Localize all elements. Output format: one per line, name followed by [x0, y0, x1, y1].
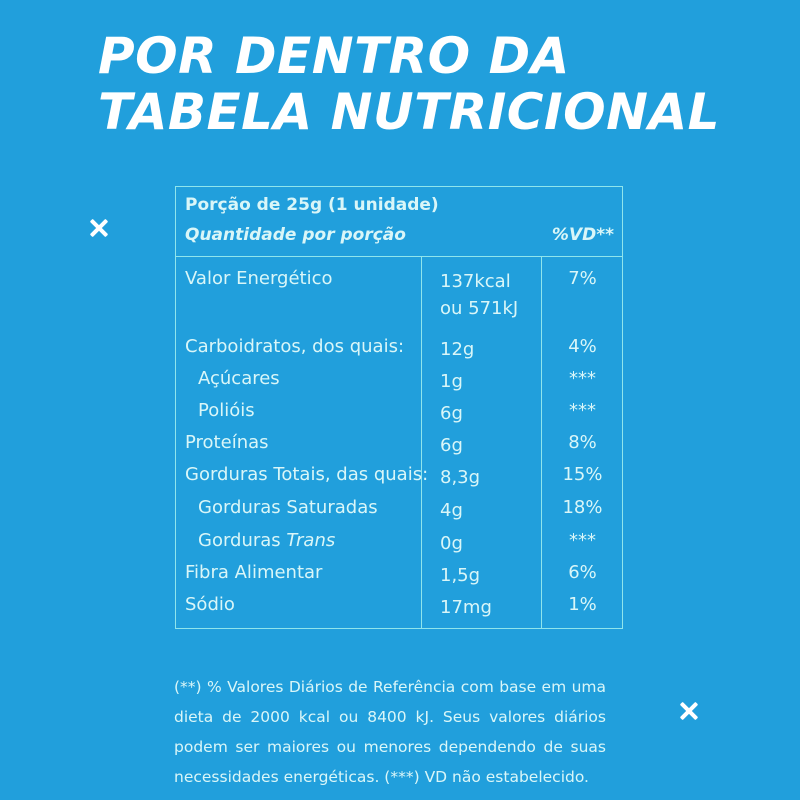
nutrient-name: Sódio — [185, 594, 235, 615]
cross-icon — [88, 217, 110, 239]
nutrient-amount: 1g — [440, 371, 463, 392]
nutrient-amount: 6g — [440, 435, 463, 456]
nutrient-amount: 17mg — [440, 597, 492, 618]
nutrient-vd: 7% — [568, 268, 597, 289]
nutrient-name-italic: Trans — [286, 530, 336, 551]
nutrient-name: Proteínas — [185, 432, 269, 453]
nutrient-vd: *** — [569, 368, 596, 389]
nutrient-amount: 8,3g — [440, 467, 481, 488]
nutrient-amount: 4g — [440, 500, 463, 521]
nutrition-table: Porção de 25g (1 unidade) Quantidade por… — [175, 186, 623, 629]
vd-header: %VD** — [551, 225, 614, 245]
nutrient-amount: ou 571kJ — [440, 298, 519, 319]
nutrient-name: Valor Energético — [185, 268, 333, 289]
nutrient-vd: *** — [569, 400, 596, 421]
title-line-1: POR DENTRO DA — [98, 27, 570, 85]
nutrient-amount: 1,5g — [440, 565, 481, 586]
footnote: (**) % Valores Diários de Referência com… — [174, 677, 606, 786]
nutrient-name-prefix: Gorduras — [198, 530, 281, 551]
column-divider — [421, 257, 422, 628]
nutrient-name: Gorduras Trans — [198, 530, 335, 551]
nutrient-vd: 18% — [562, 497, 603, 518]
nutrient-name: Polióis — [198, 400, 255, 421]
column-divider — [541, 257, 542, 628]
nutrient-amount: 0g — [440, 533, 463, 554]
table-header: Porção de 25g (1 unidade) Quantidade por… — [176, 187, 622, 257]
nutrient-vd: 15% — [562, 464, 603, 485]
nutrient-name: Carboidratos, dos quais: — [185, 336, 405, 357]
nutrient-name: Gorduras Totais, das quais: — [185, 464, 429, 485]
nutrient-vd: 6% — [568, 562, 597, 583]
cross-icon — [678, 700, 700, 722]
title-line-2: TABELA NUTRICIONAL — [98, 83, 721, 141]
nutrient-vd: 8% — [568, 432, 597, 453]
nutrient-name: Gorduras Saturadas — [198, 497, 378, 518]
nutrient-name: Açúcares — [198, 368, 280, 389]
nutrient-vd: 4% — [568, 336, 597, 357]
portion-label: Porção de 25g (1 unidade) — [185, 195, 439, 215]
quantity-header: Quantidade por porção — [185, 225, 406, 245]
nutrient-vd: 1% — [568, 594, 597, 615]
nutrient-amount: 12g — [440, 339, 475, 360]
nutrient-amount: 6g — [440, 403, 463, 424]
nutrient-vd: *** — [569, 530, 596, 551]
page-title: POR DENTRO DA TABELA NUTRICIONAL — [98, 28, 720, 140]
nutrient-name: Fibra Alimentar — [185, 562, 323, 583]
nutrient-amount: 137kcal — [440, 271, 511, 292]
